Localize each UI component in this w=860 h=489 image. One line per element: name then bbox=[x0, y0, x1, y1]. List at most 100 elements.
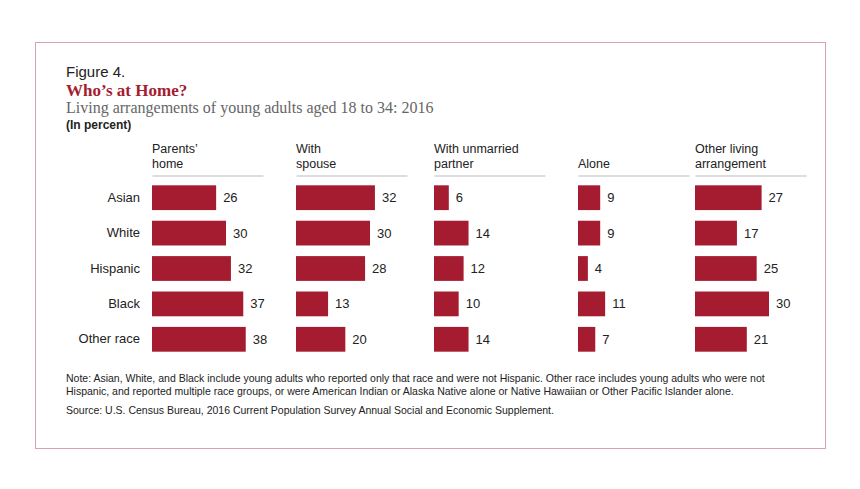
units: (In percent) bbox=[66, 118, 131, 132]
y-tick: Other race bbox=[79, 331, 140, 346]
data-label: 13 bbox=[335, 296, 349, 311]
bar bbox=[296, 185, 375, 210]
panel-title-line: Other living bbox=[695, 142, 758, 156]
data-label: 10 bbox=[466, 296, 480, 311]
bar bbox=[578, 221, 600, 246]
data-label: 14 bbox=[476, 332, 490, 347]
data-label: 30 bbox=[377, 226, 391, 241]
data-label: 37 bbox=[250, 296, 264, 311]
note-line: Note: Asian, White, and Black include yo… bbox=[66, 372, 765, 384]
frame bbox=[36, 43, 826, 449]
data-label: 20 bbox=[352, 332, 366, 347]
bar bbox=[434, 256, 464, 281]
panel-title-line: With bbox=[296, 142, 321, 156]
source-line: Source: U.S. Census Bureau, 2016 Current… bbox=[66, 404, 554, 416]
bar bbox=[152, 292, 243, 317]
bar bbox=[434, 185, 449, 210]
category-label: Hispanic bbox=[90, 261, 140, 276]
panel: Other livingarrangement2717253021 bbox=[695, 142, 807, 352]
data-label: 11 bbox=[612, 296, 626, 311]
data-label: 9 bbox=[607, 226, 614, 241]
bar bbox=[296, 221, 370, 246]
bar bbox=[578, 256, 588, 281]
panel-title-line: Alone bbox=[578, 157, 610, 171]
panel-title-line: home bbox=[152, 157, 183, 171]
subtitle: Living arrangements of young adults aged… bbox=[66, 99, 433, 117]
bar bbox=[152, 327, 246, 352]
data-label: 14 bbox=[476, 226, 490, 241]
bar bbox=[578, 185, 600, 210]
data-label: 32 bbox=[238, 261, 252, 276]
panel-title-line: Parents’ bbox=[152, 142, 198, 156]
panel-title-line: partner bbox=[434, 157, 474, 171]
bars bbox=[578, 185, 605, 351]
data-label: 7 bbox=[602, 332, 609, 347]
data-label: 38 bbox=[253, 332, 267, 347]
panel-title: With unmarriedpartner bbox=[434, 142, 519, 171]
panel-title-line: arrangement bbox=[695, 157, 766, 171]
x-axis bbox=[153, 176, 264, 177]
data-label: 4 bbox=[595, 261, 602, 276]
x-axis-line bbox=[297, 176, 408, 177]
data-label: 12 bbox=[471, 261, 485, 276]
y-tick: Asian bbox=[107, 190, 140, 205]
bar bbox=[152, 221, 226, 246]
bars bbox=[695, 185, 769, 351]
panel: Parents’home Asian White Hispanic Black Other… bbox=[79, 142, 268, 352]
y-tick: Hispanic bbox=[90, 261, 140, 276]
bar bbox=[434, 292, 459, 317]
data-label: 9 bbox=[607, 190, 614, 205]
bar bbox=[695, 221, 737, 246]
bar bbox=[152, 256, 231, 281]
bars bbox=[434, 185, 469, 351]
bar bbox=[695, 292, 769, 317]
data-label: 6 bbox=[456, 190, 463, 205]
figure: Figure 4.Who’s at Home?Living arrangemen… bbox=[0, 0, 860, 489]
panel: Withspouse 32 30 28 13 20 bbox=[296, 142, 408, 352]
bar bbox=[578, 292, 605, 317]
bar bbox=[296, 256, 365, 281]
bar bbox=[695, 185, 762, 210]
data-label: 26 bbox=[223, 190, 237, 205]
x-axis bbox=[435, 176, 546, 177]
bar bbox=[695, 327, 747, 352]
data-label: 30 bbox=[233, 226, 247, 241]
category-label: White bbox=[107, 225, 140, 240]
bar bbox=[695, 256, 757, 281]
panel-title: Alone bbox=[578, 157, 610, 171]
panel-title: Withspouse bbox=[296, 142, 336, 171]
bar bbox=[296, 292, 328, 317]
y-tick: White bbox=[107, 225, 140, 240]
data-label: 27 bbox=[769, 190, 783, 205]
bar bbox=[578, 327, 595, 352]
x-axis-line bbox=[435, 176, 546, 177]
x-axis-line bbox=[579, 176, 690, 177]
panel-title-line: With unmarried bbox=[434, 142, 519, 156]
category-label: Asian bbox=[107, 190, 140, 205]
bar bbox=[434, 327, 469, 352]
panel-title-line: spouse bbox=[296, 157, 336, 171]
y-axis: Asian White Hispanic Black Other race bbox=[79, 190, 141, 347]
bars bbox=[296, 185, 375, 351]
data-label: 17 bbox=[744, 226, 758, 241]
x-axis-line bbox=[153, 176, 264, 177]
data-label: 28 bbox=[372, 261, 386, 276]
figure-label: Figure 4. bbox=[66, 63, 125, 80]
bar bbox=[434, 221, 469, 246]
category-label: Black bbox=[108, 296, 140, 311]
data-label: 30 bbox=[776, 296, 790, 311]
panel-title: Other livingarrangement bbox=[695, 142, 766, 171]
note: Note: Asian, White, and Black include yo… bbox=[66, 372, 765, 397]
panel: With unmarriedpartner 6 14 12 10 14 bbox=[434, 142, 546, 352]
data-label: 32 bbox=[382, 190, 396, 205]
bar bbox=[152, 185, 216, 210]
panel: Alone 9 9 4 11 7 bbox=[578, 157, 690, 352]
category-label: Other race bbox=[79, 331, 140, 346]
x-axis-line bbox=[696, 176, 807, 177]
bar bbox=[296, 327, 345, 352]
bars bbox=[152, 185, 246, 351]
note-line: Hispanic, and reported multiple race gro… bbox=[66, 385, 734, 397]
data-label: 21 bbox=[754, 332, 768, 347]
x-axis bbox=[696, 176, 807, 177]
x-axis bbox=[297, 176, 408, 177]
